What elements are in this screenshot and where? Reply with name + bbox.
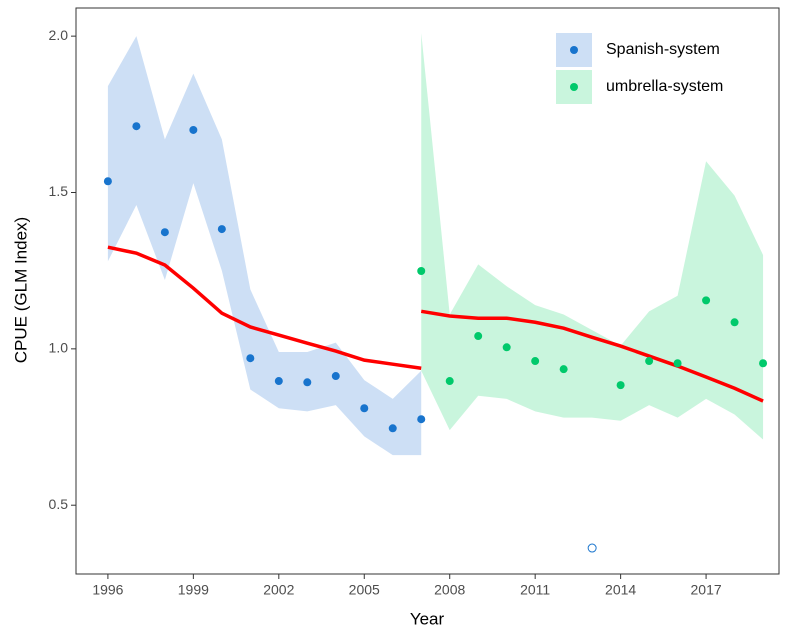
x-tick-label: 2014 — [605, 582, 636, 598]
x-axis-title: Year — [410, 609, 445, 628]
legend-dot — [570, 46, 578, 54]
data-point — [331, 372, 340, 381]
data-point — [132, 122, 141, 131]
y-tick-label: 0.5 — [49, 496, 69, 512]
y-tick-label: 1.0 — [49, 340, 69, 356]
x-tick-label: 1999 — [178, 582, 209, 598]
data-point — [559, 365, 568, 374]
y-tick-label: 1.5 — [49, 183, 69, 199]
data-point — [388, 424, 397, 433]
y-axis-title: CPUE (GLM Index) — [11, 217, 30, 363]
data-point — [445, 377, 454, 386]
data-point — [673, 359, 682, 368]
data-point — [759, 359, 768, 368]
legend-label: Spanish-system — [606, 41, 720, 58]
data-point — [474, 332, 483, 341]
data-point — [730, 318, 739, 327]
x-tick-label: 2008 — [434, 582, 465, 598]
y-tick-label: 2.0 — [49, 27, 69, 43]
data-point — [217, 225, 226, 234]
data-point — [702, 296, 711, 305]
x-tick-label: 1996 — [92, 582, 123, 598]
x-tick-label: 2002 — [263, 582, 294, 598]
data-point — [360, 404, 369, 413]
data-point — [189, 125, 198, 134]
x-tick-label: 2017 — [691, 582, 722, 598]
data-point — [303, 378, 312, 387]
data-point — [645, 357, 654, 366]
data-point — [531, 357, 540, 366]
data-point — [616, 381, 625, 390]
data-point — [502, 343, 511, 352]
x-tick-label: 2011 — [520, 582, 550, 598]
trend-line — [420, 309, 764, 403]
trend-line — [107, 245, 422, 370]
confidence-band — [421, 33, 764, 440]
data-point — [246, 354, 255, 363]
outlier-point — [587, 543, 597, 553]
legend-dot — [570, 83, 578, 91]
data-point — [417, 266, 426, 275]
data-point — [274, 377, 283, 386]
legend-label: umbrella-system — [606, 78, 723, 95]
plot-border — [75, 7, 780, 575]
data-point — [417, 415, 426, 424]
confidence-band — [107, 36, 422, 456]
x-tick-label: 2005 — [349, 582, 380, 598]
data-point — [103, 177, 112, 186]
data-point — [160, 228, 169, 237]
